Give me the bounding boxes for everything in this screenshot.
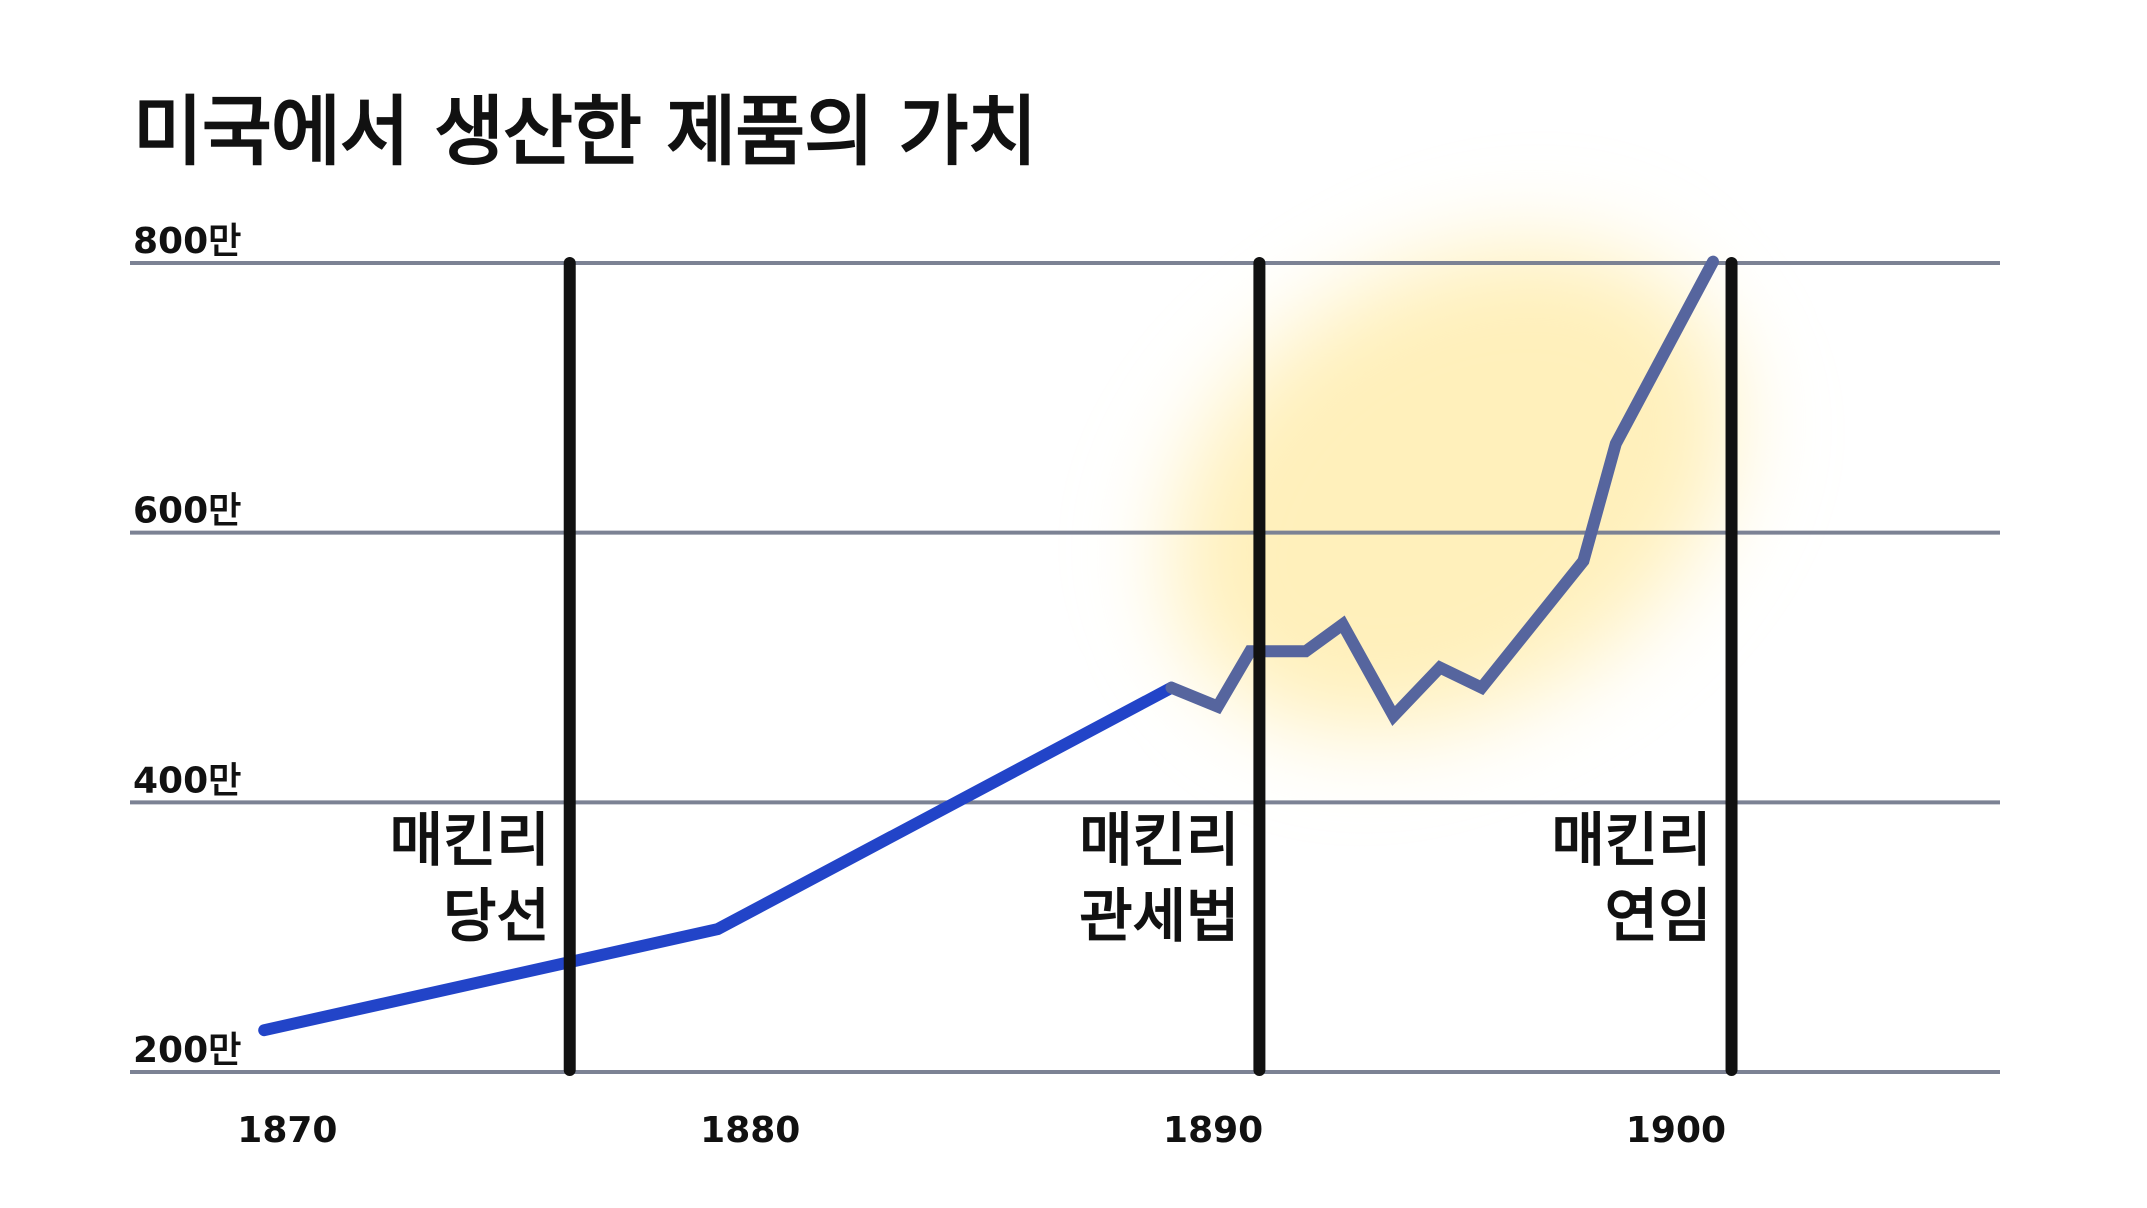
- event-annotation-line: 매킨리: [390, 806, 550, 874]
- series-line-highlighted: [1165, 255, 1719, 727]
- chart-title: 미국에서 생산한 제품의 가치: [133, 87, 1037, 176]
- x-tick-label: 1900: [1626, 1110, 1726, 1151]
- event-annotation-line: 매킨리: [1551, 806, 1711, 874]
- y-tick-labels: 200만 400만 600만 800만: [133, 221, 241, 1071]
- event-annotation-line: 연임: [1605, 882, 1712, 950]
- x-tick-labels: 1870 1880 1890 1900: [237, 1110, 1726, 1151]
- series-line: [258, 681, 1178, 1037]
- y-tick-label: 200만: [133, 1030, 241, 1071]
- y-tick-label: 600만: [133, 491, 241, 532]
- grid-layer: [130, 261, 2000, 1074]
- series-layer: [258, 255, 1719, 1037]
- event-markers: [563, 257, 1738, 1076]
- x-tick-label: 1890: [1163, 1110, 1263, 1151]
- y-tick-label: 400만: [133, 760, 241, 801]
- highlight-glow: [1171, 245, 1732, 733]
- event-annotation-line: 매킨리: [1079, 806, 1239, 874]
- event-annotation-line: 당선: [443, 882, 550, 950]
- highlight-glow-layer: [1171, 245, 1732, 733]
- event-annotation-line: 관세법: [1079, 882, 1239, 950]
- x-tick-label: 1880: [700, 1110, 800, 1151]
- x-tick-label: 1870: [237, 1110, 337, 1151]
- y-tick-label: 800만: [133, 221, 241, 262]
